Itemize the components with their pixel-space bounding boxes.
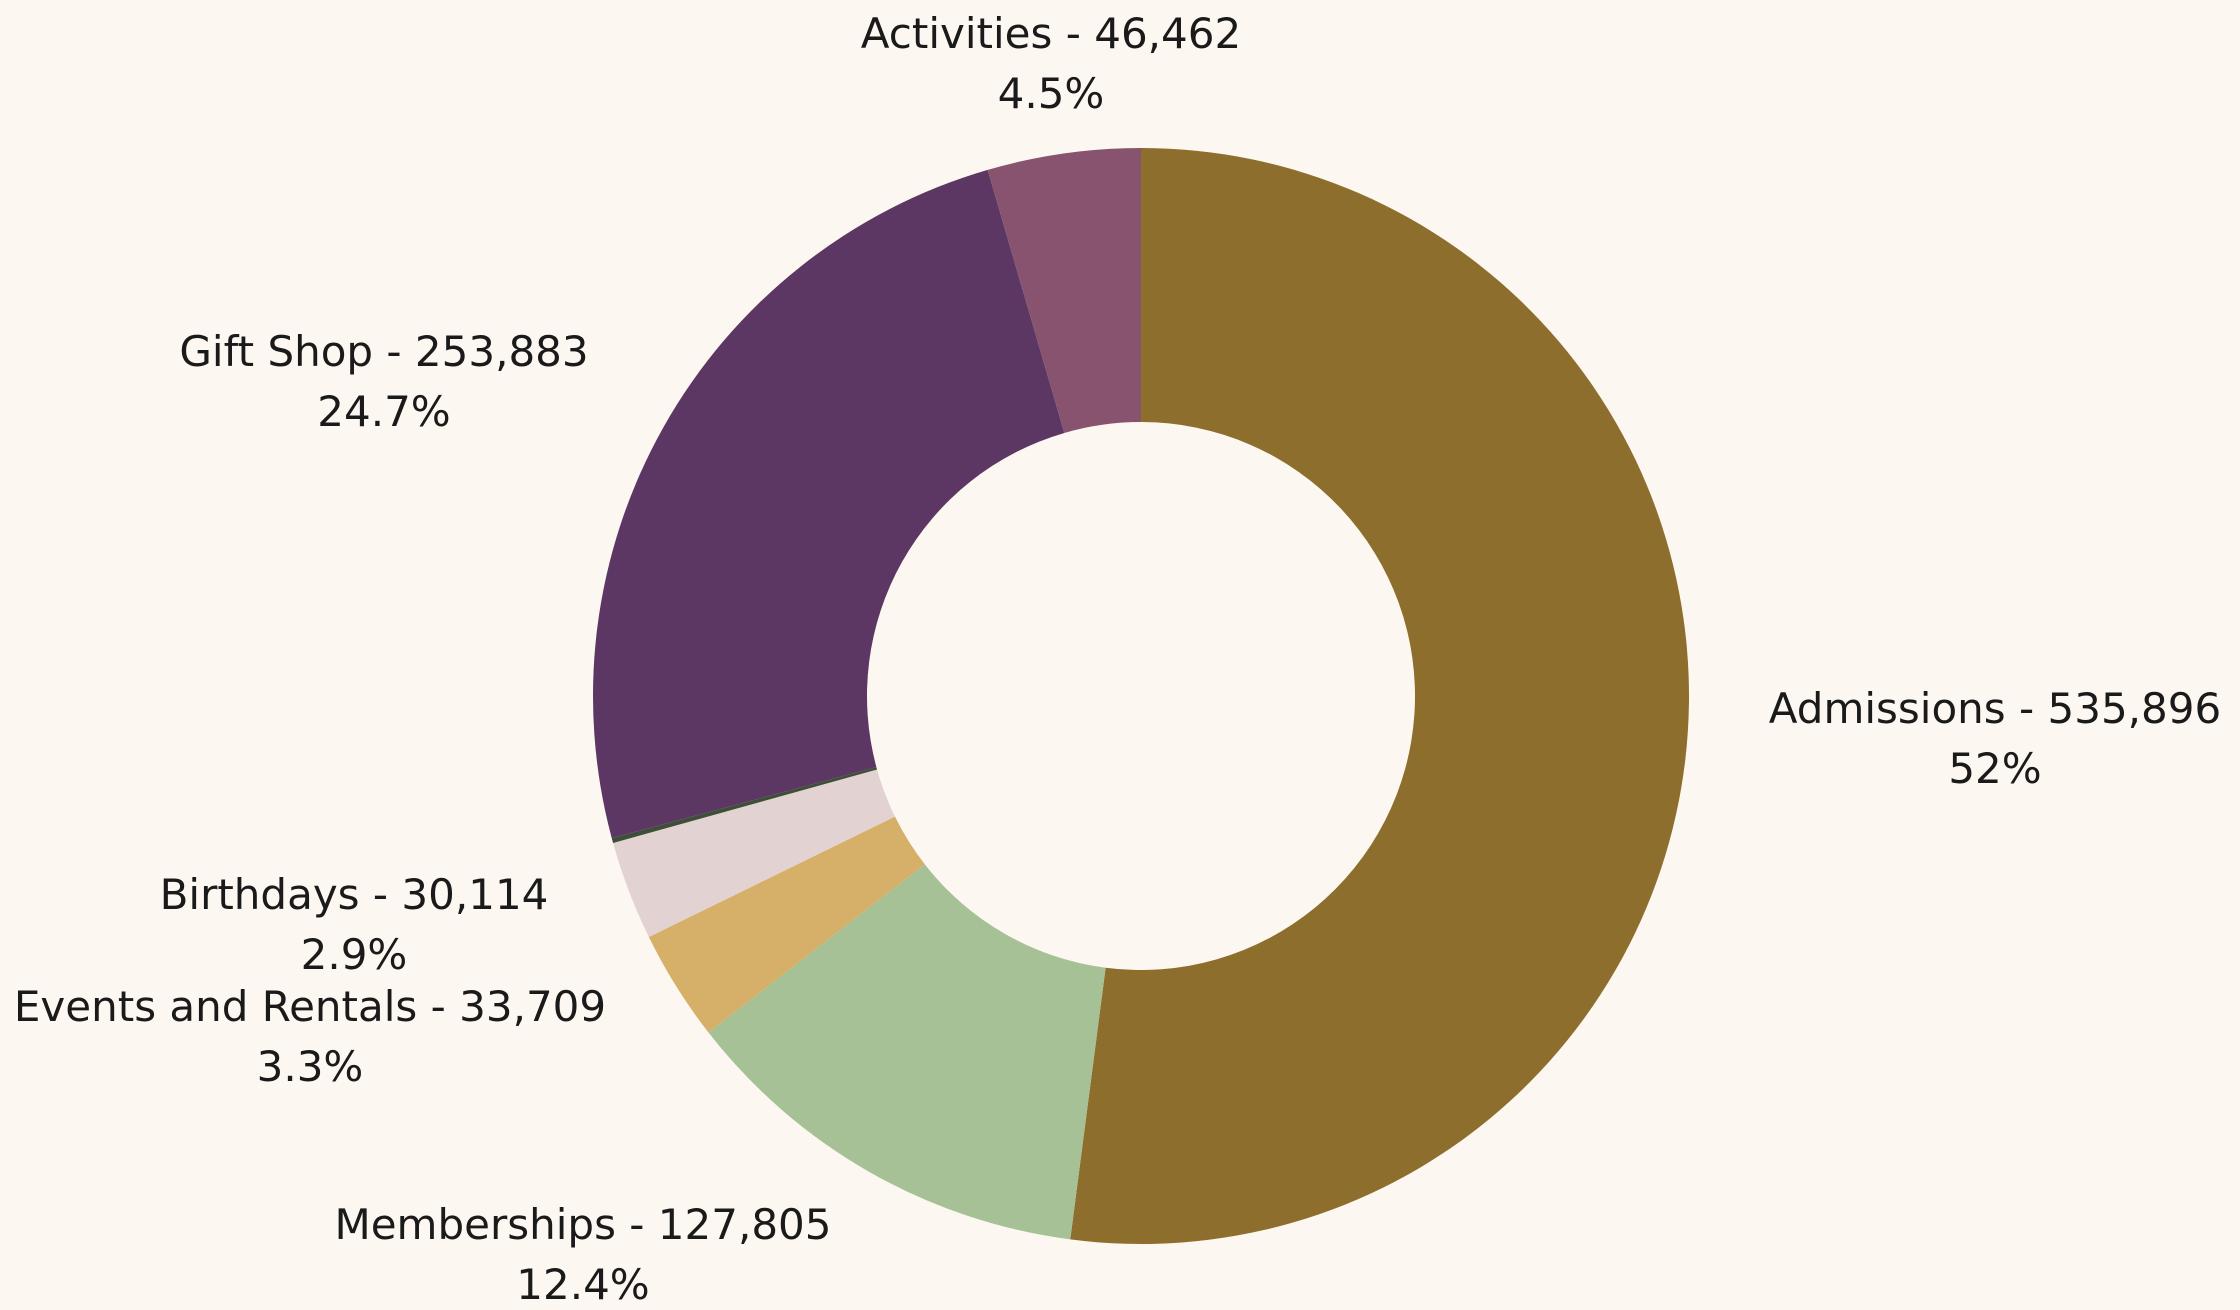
labels-group: Admissions - 535,896 52% Memberships - 127…: [14, 9, 2221, 1309]
percent-gift-shop: 24.7%: [317, 387, 450, 436]
percent-admissions: 52%: [1948, 744, 2041, 793]
label-birthdays: Birthdays - 30,114: [160, 870, 549, 919]
slice-events-and-rentals: [648, 816, 925, 1033]
slices-group: [593, 148, 1689, 1244]
percent-activities: 4.5%: [998, 69, 1105, 118]
slice-activities: [987, 148, 1141, 433]
slice-birthdays: [613, 769, 895, 938]
label-activities: Activities - 46,462: [861, 9, 1241, 58]
slice-admissions: [1070, 148, 1689, 1244]
percent-memberships: 12.4%: [516, 1260, 649, 1309]
slice-memberships: [708, 864, 1106, 1240]
slice-gift-shop: [593, 169, 1065, 839]
slice-unlabeled: [611, 767, 878, 844]
label-events-and-rentals: Events and Rentals - 33,709: [14, 982, 606, 1031]
label-admissions: Admissions - 535,896: [1769, 684, 2221, 733]
percent-birthdays: 2.9%: [301, 930, 408, 979]
label-gift-shop: Gift Shop - 253,883: [179, 327, 588, 376]
percent-events-and-rentals: 3.3%: [257, 1042, 364, 1091]
label-memberships: Memberships - 127,805: [334, 1200, 831, 1249]
